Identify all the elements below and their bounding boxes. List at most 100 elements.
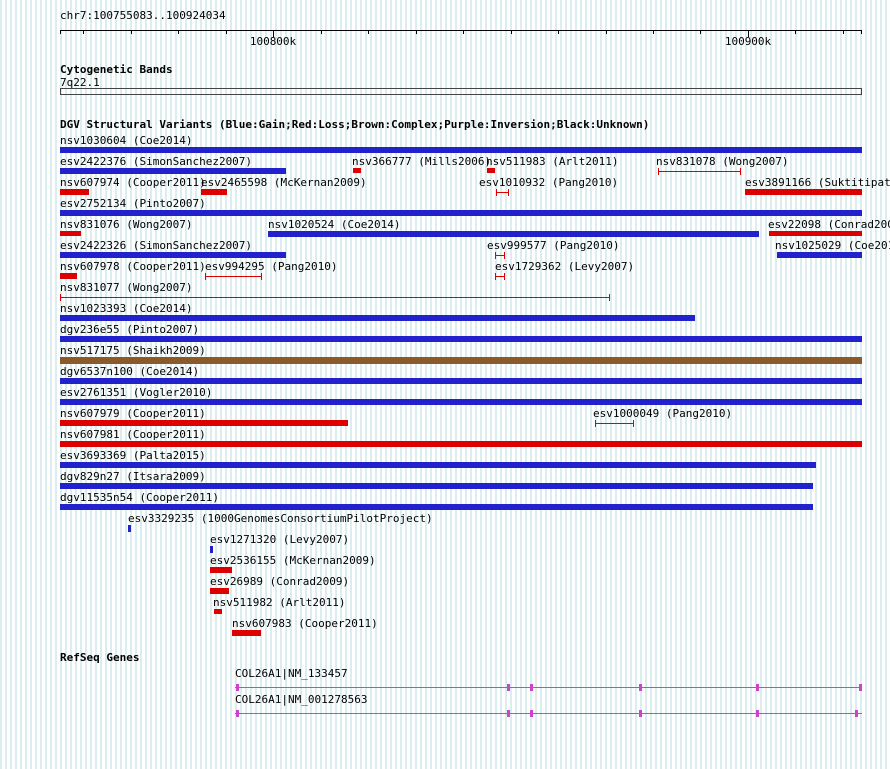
ruler-minor-tick bbox=[131, 30, 132, 34]
variant-bar[interactable] bbox=[60, 189, 89, 195]
variant-bar[interactable] bbox=[60, 357, 862, 364]
ruler-minor-tick bbox=[60, 30, 61, 34]
variant-label[interactable]: nsv511982 (Arlt2011) bbox=[213, 596, 346, 609]
variant-label[interactable]: esv1729362 (Levy2007) bbox=[495, 260, 635, 273]
variant-label[interactable]: nsv607983 (Cooper2011) bbox=[232, 617, 378, 630]
variant-bar[interactable] bbox=[214, 609, 222, 614]
variant-label[interactable]: dgv11535n54 (Cooper2011) bbox=[60, 491, 219, 504]
variant-bar[interactable] bbox=[777, 252, 862, 258]
variant-bar[interactable] bbox=[60, 231, 81, 236]
variant-range-line[interactable] bbox=[495, 255, 505, 256]
variant-label[interactable]: esv2752134 (Pinto2007) bbox=[60, 197, 206, 210]
ruler-minor-tick bbox=[558, 30, 559, 34]
variant-label[interactable]: esv1000049 (Pang2010) bbox=[593, 407, 733, 420]
variant-label[interactable]: dgv829n27 (Itsara2009) bbox=[60, 470, 206, 483]
ruler-minor-tick bbox=[511, 30, 512, 34]
ruler-tick-label: 100900k bbox=[724, 35, 772, 48]
variant-bar[interactable] bbox=[60, 336, 862, 342]
variant-bar[interactable] bbox=[60, 420, 348, 426]
variant-bar[interactable] bbox=[60, 252, 286, 258]
variant-range-end-left bbox=[205, 273, 206, 280]
variant-label[interactable]: nsv1025029 (Coe2014 bbox=[775, 239, 890, 252]
variant-label[interactable]: esv2536155 (McKernan2009) bbox=[210, 554, 376, 567]
variant-bar[interactable] bbox=[60, 378, 862, 384]
cytoband-box[interactable] bbox=[60, 88, 862, 95]
variant-bar[interactable] bbox=[60, 315, 695, 321]
variant-bar[interactable] bbox=[201, 189, 227, 195]
variant-range-line[interactable] bbox=[495, 276, 505, 277]
variant-label[interactable]: esv3891166 (Suktitipat20 bbox=[745, 176, 890, 189]
variant-bar[interactable] bbox=[353, 168, 361, 173]
ruler-minor-tick bbox=[653, 30, 654, 34]
variant-label[interactable]: esv2422376 (SimonSanchez2007) bbox=[60, 155, 253, 168]
ruler-minor-tick bbox=[321, 30, 322, 34]
variant-range-line[interactable] bbox=[595, 423, 634, 424]
variant-label[interactable]: nsv607974 (Cooper2011) bbox=[60, 176, 206, 189]
gene-intron-line[interactable] bbox=[235, 713, 862, 714]
gene-exon bbox=[507, 684, 510, 691]
variant-bar[interactable] bbox=[487, 168, 495, 173]
variant-label[interactable]: esv2422326 (SimonSanchez2007) bbox=[60, 239, 253, 252]
variant-bar[interactable] bbox=[60, 273, 77, 279]
variant-label[interactable]: dgv236e55 (Pinto2007) bbox=[60, 323, 200, 336]
variant-bar[interactable] bbox=[210, 567, 232, 573]
ruler-minor-tick bbox=[416, 30, 417, 34]
ruler-minor-tick bbox=[606, 30, 607, 34]
ruler-minor-tick bbox=[700, 30, 701, 34]
ruler-tick-label: 100800k bbox=[249, 35, 297, 48]
variant-label[interactable]: esv999577 (Pang2010) bbox=[487, 239, 620, 252]
variant-bar[interactable] bbox=[60, 168, 286, 174]
variant-range-end-left bbox=[60, 294, 61, 301]
variant-label[interactable]: nsv831077 (Wong2007) bbox=[60, 281, 193, 294]
variant-bar[interactable] bbox=[60, 399, 862, 405]
variant-range-end-right bbox=[508, 189, 509, 196]
ruler-major-tick bbox=[748, 30, 749, 37]
variant-label[interactable]: nsv831076 (Wong2007) bbox=[60, 218, 193, 231]
variant-label[interactable]: esv1271320 (Levy2007) bbox=[210, 533, 350, 546]
variant-range-line[interactable] bbox=[60, 297, 610, 298]
variant-label[interactable]: esv1010932 (Pang2010) bbox=[479, 176, 619, 189]
ruler-line bbox=[60, 30, 862, 31]
variant-bar[interactable] bbox=[60, 462, 816, 468]
gene-intron-line[interactable] bbox=[235, 687, 862, 688]
variant-label[interactable]: esv2761351 (Vogler2010) bbox=[60, 386, 213, 399]
gene-label[interactable]: COL26A1|NM_133457 bbox=[235, 667, 348, 680]
variant-label[interactable]: esv3329235 (1000GenomesConsortiumPilotPr… bbox=[128, 512, 433, 525]
variant-bar[interactable] bbox=[60, 147, 862, 153]
variant-label[interactable]: esv994295 (Pang2010) bbox=[205, 260, 338, 273]
variant-bar[interactable] bbox=[60, 504, 813, 510]
variant-bar[interactable] bbox=[210, 546, 213, 553]
variant-label[interactable]: esv3693369 (Palta2015) bbox=[60, 449, 206, 462]
variant-range-line[interactable] bbox=[658, 171, 741, 172]
gene-exon bbox=[530, 710, 533, 717]
variant-bar[interactable] bbox=[268, 231, 759, 237]
variant-label[interactable]: nsv517175 (Shaikh2009) bbox=[60, 344, 206, 357]
variant-label[interactable]: nsv1020524 (Coe2014) bbox=[268, 218, 401, 231]
gene-label[interactable]: COL26A1|NM_001278563 bbox=[235, 693, 368, 706]
variant-label[interactable]: nsv607979 (Cooper2011) bbox=[60, 407, 206, 420]
variant-label[interactable]: esv2465598 (McKernan2009) bbox=[201, 176, 367, 189]
variant-range-line[interactable] bbox=[496, 192, 509, 193]
variant-label[interactable]: nsv366777 (Mills2006) bbox=[352, 155, 492, 168]
variant-bar[interactable] bbox=[769, 231, 862, 236]
variant-range-line[interactable] bbox=[205, 276, 262, 277]
variant-bar[interactable] bbox=[745, 189, 862, 195]
variant-label[interactable]: nsv607981 (Cooper2011) bbox=[60, 428, 206, 441]
variant-label[interactable]: esv22098 (Conrad2009 bbox=[768, 218, 890, 231]
cytoband-name: 7q22.1 bbox=[60, 76, 100, 89]
variant-bar[interactable] bbox=[210, 588, 229, 594]
variant-label[interactable]: nsv831078 (Wong2007) bbox=[656, 155, 789, 168]
variant-bar[interactable] bbox=[60, 483, 813, 489]
variant-label[interactable]: nsv1023393 (Coe2014) bbox=[60, 302, 193, 315]
variant-label[interactable]: nsv607978 (Cooper2011) bbox=[60, 260, 206, 273]
region-coordinates-label: chr7:100755083..100924034 bbox=[60, 9, 226, 22]
variant-bar[interactable] bbox=[128, 525, 131, 532]
variant-bar[interactable] bbox=[60, 210, 862, 216]
variant-label[interactable]: nsv511983 (Arlt2011) bbox=[486, 155, 619, 168]
variant-bar[interactable] bbox=[60, 441, 862, 447]
dgv-track-header: DGV Structural Variants (Blue:Gain;Red:L… bbox=[60, 118, 650, 131]
variant-bar[interactable] bbox=[232, 630, 261, 636]
variant-label[interactable]: dgv6537n100 (Coe2014) bbox=[60, 365, 200, 378]
variant-label[interactable]: esv26989 (Conrad2009) bbox=[210, 575, 350, 588]
variant-label[interactable]: nsv1030604 (Coe2014) bbox=[60, 134, 193, 147]
